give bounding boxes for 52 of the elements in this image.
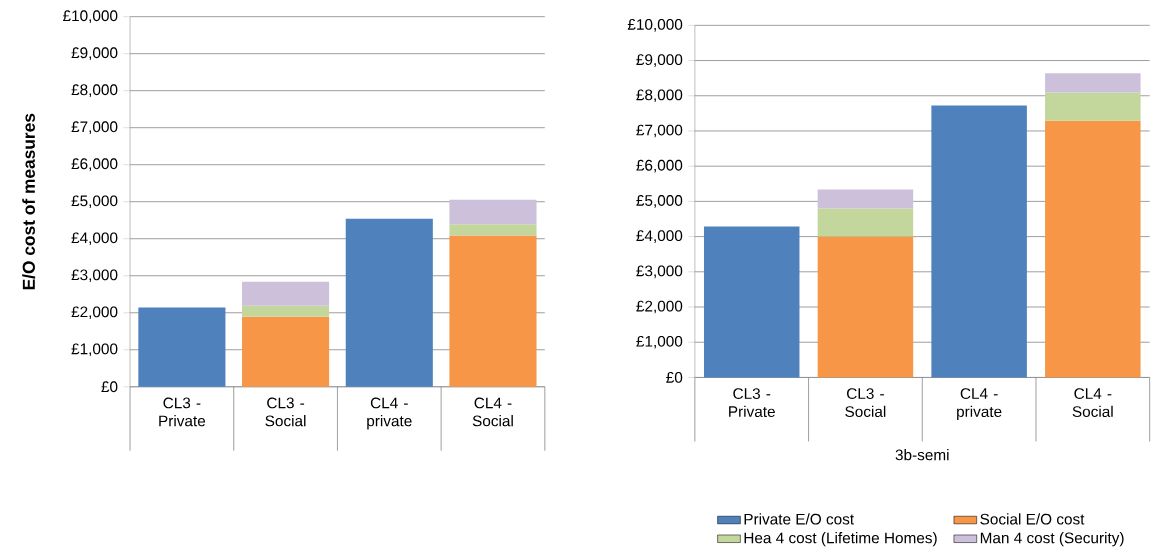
y-tick-label: £5,000: [636, 194, 683, 208]
bar: [931, 105, 1027, 378]
bar: [242, 281, 330, 306]
y-tick-label: £3,000: [71, 269, 118, 282]
y-tick-label: £0: [101, 381, 118, 393]
x-tick-label: CL4 - Social: [472, 397, 513, 427]
x-tick-label: CL3 - Private: [159, 397, 206, 427]
y-tick-label: £1,000: [636, 335, 683, 349]
y-tick-label: £1,000: [71, 343, 118, 357]
y-axis-title: E/O cost of measures: [22, 113, 36, 290]
y-tick-label: £8,000: [71, 84, 118, 97]
y-tick-label: £3,000: [636, 265, 683, 279]
bar: [345, 218, 433, 387]
bar: [817, 189, 914, 209]
bar: [703, 226, 800, 378]
y-tick-label: £8,000: [636, 89, 683, 103]
y-tick-label: £7,000: [636, 124, 683, 138]
legend-label: Man 4 cost (Security): [980, 531, 1124, 547]
legend-label: Social E/O cost: [980, 513, 1085, 525]
bar: [817, 208, 914, 237]
y-tick-label: £6,000: [71, 158, 118, 171]
y-tick-label: £2,000: [636, 300, 683, 314]
y-tick-label: £2,000: [71, 306, 118, 320]
y-tick-label: £10,000: [627, 18, 683, 32]
bar: [242, 316, 330, 387]
bar: [1045, 120, 1141, 378]
y-tick-label: £7,000: [71, 121, 118, 134]
y-tick-label: £6,000: [636, 159, 683, 173]
bar: [1045, 92, 1141, 121]
legend-label: Hea 4 cost (Lifetime Homes): [744, 531, 937, 547]
y-tick-label: £4,000: [636, 230, 683, 243]
x-tick-label: CL3 - Social: [845, 388, 886, 417]
bar: [138, 307, 226, 387]
y-tick-label: £9,000: [71, 47, 118, 60]
x-tick-label: CL3 - Private: [729, 388, 775, 417]
bar: [817, 236, 914, 378]
bar: [1045, 73, 1141, 93]
y-tick-label: £10,000: [62, 10, 118, 23]
x-tick-label: CL3 - Social: [265, 397, 306, 427]
y-tick-label: £5,000: [71, 195, 118, 208]
x-tick-label: CL4 - private: [367, 397, 412, 430]
legend-label: Private E/O cost: [744, 513, 854, 525]
bar: [449, 199, 537, 225]
x-tick-label: CL4 - Social: [1072, 388, 1113, 417]
y-tick-label: £0: [666, 371, 683, 383]
y-tick-label: £9,000: [636, 54, 683, 67]
x-axis-title: 3b-semi: [895, 449, 949, 461]
bar: [449, 235, 537, 387]
y-tick-label: £4,000: [71, 232, 118, 245]
x-tick-label: CL4 - private: [957, 388, 1002, 420]
bar: [242, 305, 330, 317]
bar: [449, 224, 537, 236]
